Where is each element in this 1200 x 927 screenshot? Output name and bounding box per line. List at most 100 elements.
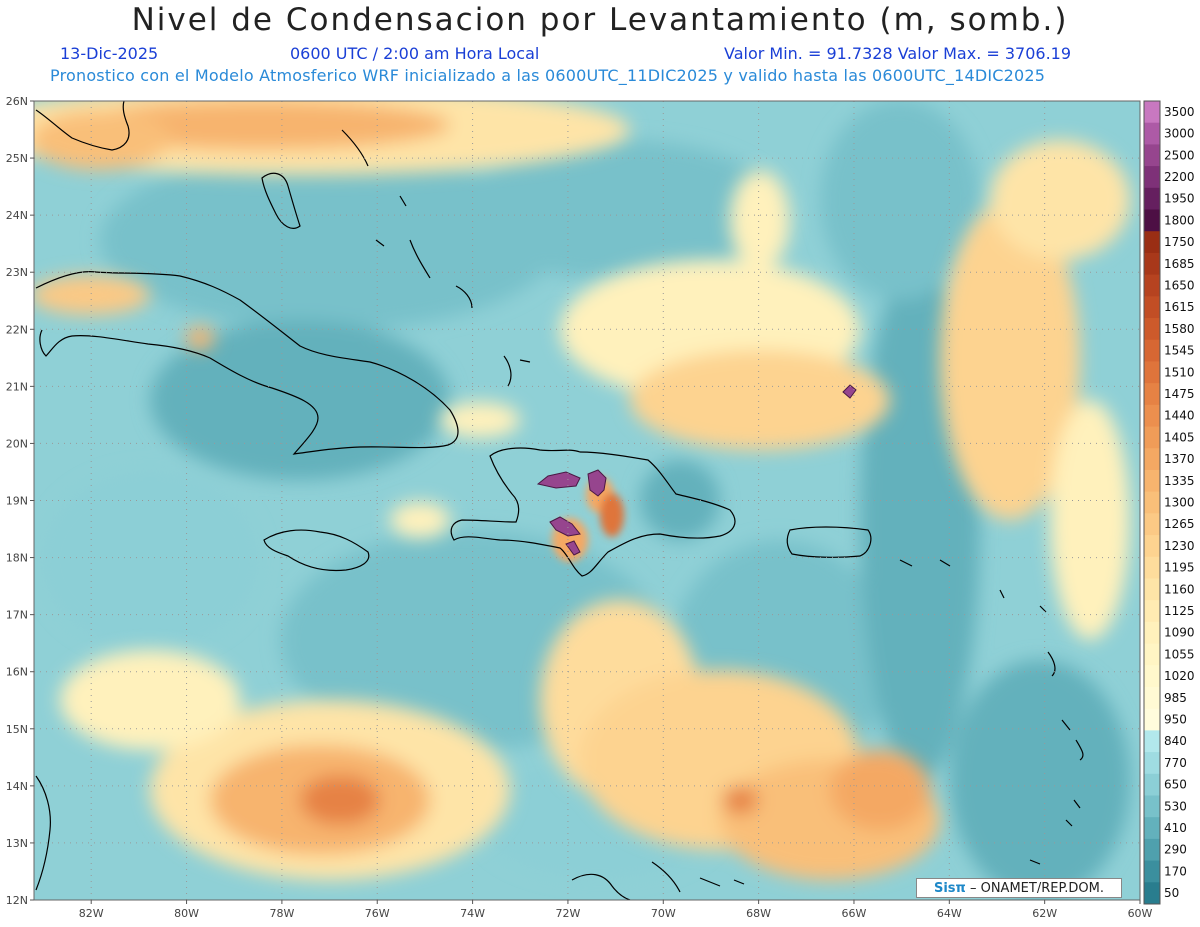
colorbar-swatch bbox=[1144, 578, 1160, 601]
colorbar-label: 1230 bbox=[1164, 539, 1195, 553]
lon-tick-label: 70W bbox=[651, 907, 676, 920]
lat-tick-label: 21N bbox=[6, 380, 28, 393]
colorbar-label: 985 bbox=[1164, 691, 1187, 705]
colorbar-label: 1160 bbox=[1164, 582, 1195, 596]
credit-text: – ONAMET/REP.DOM. bbox=[969, 881, 1104, 896]
colorbar-swatch bbox=[1144, 556, 1160, 579]
colorbar-label: 1750 bbox=[1164, 235, 1195, 249]
colorbar-label: 1510 bbox=[1164, 365, 1195, 379]
model-info-line: Pronostico con el Modelo Atmosferico WRF… bbox=[50, 66, 1046, 85]
lat-tick-label: 18N bbox=[6, 552, 28, 565]
colorbar-swatch bbox=[1144, 166, 1160, 189]
colorbar-swatch bbox=[1144, 209, 1160, 232]
lon-tick-label: 62W bbox=[1032, 907, 1057, 920]
lat-tick-label: 20N bbox=[6, 437, 28, 450]
colorbar-label: 170 bbox=[1164, 864, 1187, 878]
lat-tick-label: 25N bbox=[6, 152, 28, 165]
lat-tick-label: 12N bbox=[6, 894, 28, 907]
florida-coastline bbox=[35, 101, 130, 151]
lon-tick-label: 66W bbox=[842, 907, 867, 920]
lon-tick-label: 76W bbox=[365, 907, 390, 920]
colorbar-swatch bbox=[1144, 730, 1160, 753]
bahamas-coastline bbox=[341, 129, 531, 387]
lat-tick-label: 15N bbox=[6, 723, 28, 736]
colorbar-swatch bbox=[1144, 231, 1160, 254]
colorbar-label: 1950 bbox=[1164, 192, 1195, 206]
forecast-date: 13-Dic-2025 bbox=[60, 44, 159, 63]
colorbar-label: 950 bbox=[1164, 713, 1187, 727]
colorbar-label: 1545 bbox=[1164, 344, 1195, 358]
colorbar-swatch bbox=[1144, 426, 1160, 449]
lat-tick-label: 23N bbox=[6, 266, 28, 279]
colorbar-swatch bbox=[1144, 665, 1160, 688]
colorbar-swatch bbox=[1144, 643, 1160, 666]
colorbar-swatch bbox=[1144, 817, 1160, 840]
lat-tick-label: 16N bbox=[6, 666, 28, 679]
colorbar-swatch bbox=[1144, 144, 1160, 167]
colorbar-swatch bbox=[1144, 600, 1160, 623]
lat-tick-label: 24N bbox=[6, 209, 28, 222]
graticule bbox=[34, 101, 1140, 900]
axis-ticks: 26N 25N 24N 23N 22N 21N 20N 19N 18N 17N 16N 15N 14N 1… bbox=[6, 95, 1153, 920]
colorbar-swatch bbox=[1144, 296, 1160, 319]
colorbar-label: 1265 bbox=[1164, 517, 1195, 531]
credit-box: Sisπ – ONAMET/REP.DOM. bbox=[916, 878, 1122, 898]
min-max-values: Valor Min. = 91.7328 Valor Max. = 3706.1… bbox=[724, 44, 1072, 63]
colorbar-swatch bbox=[1144, 469, 1160, 493]
colorbar-label: 290 bbox=[1164, 843, 1187, 857]
colorbar-label: 410 bbox=[1164, 821, 1187, 835]
colorbar-label: 1440 bbox=[1164, 409, 1195, 423]
lat-tick-label: 17N bbox=[6, 609, 28, 622]
colorbar-label: 770 bbox=[1164, 756, 1187, 770]
colorbar-swatch bbox=[1144, 187, 1160, 211]
colorbar-swatch bbox=[1144, 252, 1160, 276]
lon-tick-label: 60W bbox=[1128, 907, 1153, 920]
colorbar-swatch bbox=[1144, 773, 1160, 796]
colorbar-swatch bbox=[1144, 752, 1160, 775]
colorbar-label: 2200 bbox=[1164, 170, 1195, 184]
colorbar: 3500 3000 2500 2200 1950 1800 1750 1685 1650 1615… bbox=[1143, 100, 1195, 905]
hispaniola-coastline bbox=[450, 447, 736, 577]
colorbar-swatch bbox=[1144, 621, 1160, 645]
colorbar-swatch bbox=[1144, 361, 1160, 384]
colorbar-swatch bbox=[1144, 513, 1160, 536]
puerto-rico-coastline bbox=[786, 526, 872, 558]
coastlines bbox=[35, 101, 1084, 900]
colorbar-label: 1650 bbox=[1164, 278, 1195, 292]
lesser-antilles-coastline bbox=[899, 559, 1084, 865]
colorbar-swatch bbox=[1144, 686, 1160, 710]
andros-coastline bbox=[261, 172, 301, 229]
colorbar-swatch bbox=[1144, 838, 1160, 862]
colorbar-label: 1580 bbox=[1164, 322, 1195, 336]
colorbar-label: 1615 bbox=[1164, 300, 1195, 314]
lon-tick-label: 82W bbox=[79, 907, 104, 920]
jamaica-coastline bbox=[263, 529, 370, 572]
colorbar-label: 1685 bbox=[1164, 257, 1195, 271]
colorbar-label: 3500 bbox=[1164, 105, 1195, 119]
colorbar-label: 2500 bbox=[1164, 148, 1195, 162]
lon-tick-label: 72W bbox=[555, 907, 580, 920]
lat-tick-label: 26N bbox=[6, 95, 28, 108]
colorbar-swatch bbox=[1144, 122, 1160, 145]
lcl-max-contours bbox=[536, 384, 857, 556]
colorbar-swatch bbox=[1144, 404, 1160, 428]
central-america-coastline bbox=[35, 775, 51, 891]
page-title: Nivel de Condensacion por Levantamiento … bbox=[131, 2, 1069, 38]
colorbar-swatch bbox=[1144, 383, 1160, 406]
colorbar-label: 1090 bbox=[1164, 626, 1195, 640]
forecast-time: 0600 UTC / 2:00 am Hora Local bbox=[290, 44, 540, 63]
colorbar-label: 1125 bbox=[1164, 604, 1195, 618]
colorbar-label: 1370 bbox=[1164, 452, 1195, 466]
colorbar-swatch bbox=[1144, 318, 1160, 341]
colorbar-swatch bbox=[1144, 448, 1160, 471]
colorbar-label: 650 bbox=[1164, 778, 1187, 792]
cuba-coastline bbox=[35, 271, 459, 455]
colorbar-label: 1195 bbox=[1164, 561, 1195, 575]
sispi-logo: Sisπ bbox=[933, 881, 966, 896]
colorbar-label: 530 bbox=[1164, 799, 1187, 813]
colorbar-label: 1300 bbox=[1164, 496, 1195, 510]
lon-tick-label: 68W bbox=[746, 907, 771, 920]
high-lcl-field bbox=[34, 101, 1130, 880]
colorbar-label: 3000 bbox=[1164, 127, 1195, 141]
